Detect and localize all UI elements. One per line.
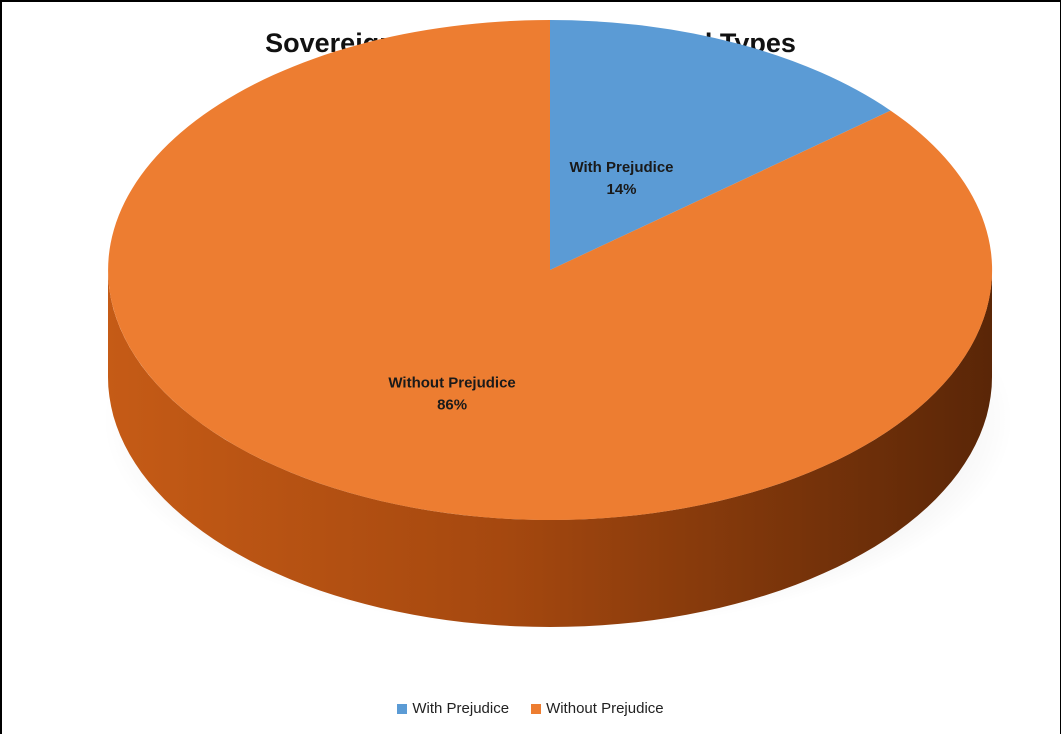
pie-side-without-prejudice: [108, 270, 992, 627]
chart-legend: With Prejudice Without Prejudice: [0, 700, 1061, 717]
data-label-without-prejudice: Without Prejudice 86%: [388, 375, 515, 414]
pie-slice-without-prejudice: [108, 20, 993, 520]
legend-swatch-with-prejudice: [397, 703, 408, 714]
legend-label-with-prejudice: With Prejudice: [412, 700, 510, 717]
legend-item-with-prejudice: With Prejudice: [397, 700, 509, 717]
legend-swatch-without-prejudice: [531, 703, 542, 714]
pie-slice-with-prejudice: [550, 19, 891, 270]
legend-item-without-prejudice: Without Prejudice: [531, 700, 664, 717]
data-label-with-prejudice: With Prejudice 14%: [569, 159, 673, 198]
legend-label-without-prejudice: Without Prejudice: [546, 700, 664, 717]
